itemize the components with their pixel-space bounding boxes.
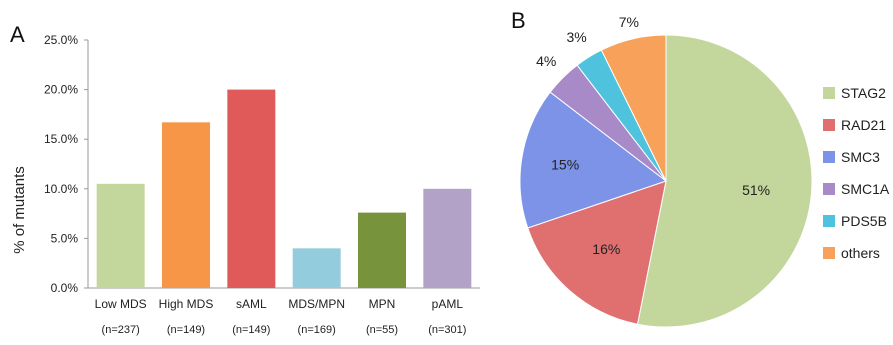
- bar-paml: [423, 188, 472, 288]
- y-tick-label: 25.0%: [44, 33, 78, 47]
- x-category-label: MDS/MPN: [288, 297, 345, 311]
- legend-swatch: [823, 247, 835, 259]
- panel-b-label: B: [511, 8, 526, 33]
- x-category-count: (n=55): [366, 324, 398, 336]
- bar-low-mds: [96, 183, 145, 288]
- legend-swatch: [823, 151, 835, 163]
- bar-high-mds: [162, 122, 210, 288]
- pie-value-label: 16%: [592, 241, 620, 257]
- pie-slice-stag2: [636, 34, 813, 328]
- x-category-count: (n=169): [298, 324, 336, 336]
- y-tick-label: 5.0%: [51, 231, 79, 245]
- panel-a-label: A: [10, 22, 25, 47]
- legend-label: RAD21: [841, 117, 886, 133]
- legend-swatch: [823, 87, 835, 99]
- x-category-count: (n=301): [428, 324, 466, 336]
- x-category-count: (n=237): [102, 324, 140, 336]
- legend-swatch: [823, 215, 835, 227]
- y-tick-label: 10.0%: [44, 182, 78, 196]
- y-tick-label: 15.0%: [44, 132, 78, 146]
- bar-saml: [227, 89, 276, 288]
- x-category-label: High MDS: [159, 297, 214, 311]
- pie-value-label: 4%: [536, 53, 556, 69]
- pie-slice-rad21: [527, 180, 667, 325]
- x-category-label: MPN: [369, 297, 396, 311]
- pie-value-label: 15%: [551, 156, 579, 172]
- legend-label: STAG2: [841, 85, 886, 101]
- x-category-count: (n=149): [167, 324, 205, 336]
- pie-slice-others: [600, 34, 667, 182]
- legend-swatch: [823, 183, 835, 195]
- pie-slice-smc3: [519, 91, 668, 229]
- pie-value-label: 7%: [619, 14, 639, 30]
- pie-value-label: 51%: [742, 182, 770, 198]
- legend-swatch: [823, 119, 835, 131]
- y-tick-label: 20.0%: [44, 83, 78, 97]
- y-tick-label: 0.0%: [51, 281, 79, 295]
- pie-chart: 51% 16% 15% 4% 3% 7% STAG2 RAD21 SMC3 SMC1A PDS5B…: [519, 14, 890, 328]
- pie-value-label: 3%: [566, 29, 586, 45]
- legend: STAG2 RAD21 SMC3 SMC1A PDS5B others: [823, 85, 890, 261]
- y-axis-label: % of mutants: [11, 166, 28, 254]
- legend-label: others: [841, 245, 880, 261]
- bar-mpn: [358, 212, 406, 288]
- x-category-count: (n=149): [232, 324, 270, 336]
- x-category-label: Low MDS: [95, 297, 147, 311]
- bar-chart: % of mutants 0.0% 5.0% 10.0% 15.0% 20.0% 25.0…: [11, 33, 480, 336]
- legend-label: PDS5B: [841, 213, 887, 229]
- x-category-label: sAML: [236, 297, 267, 311]
- legend-label: SMC3: [841, 149, 880, 165]
- x-category-label: pAML: [432, 297, 464, 311]
- legend-label: SMC1A: [841, 181, 890, 197]
- bar-mds-mpn: [292, 248, 341, 288]
